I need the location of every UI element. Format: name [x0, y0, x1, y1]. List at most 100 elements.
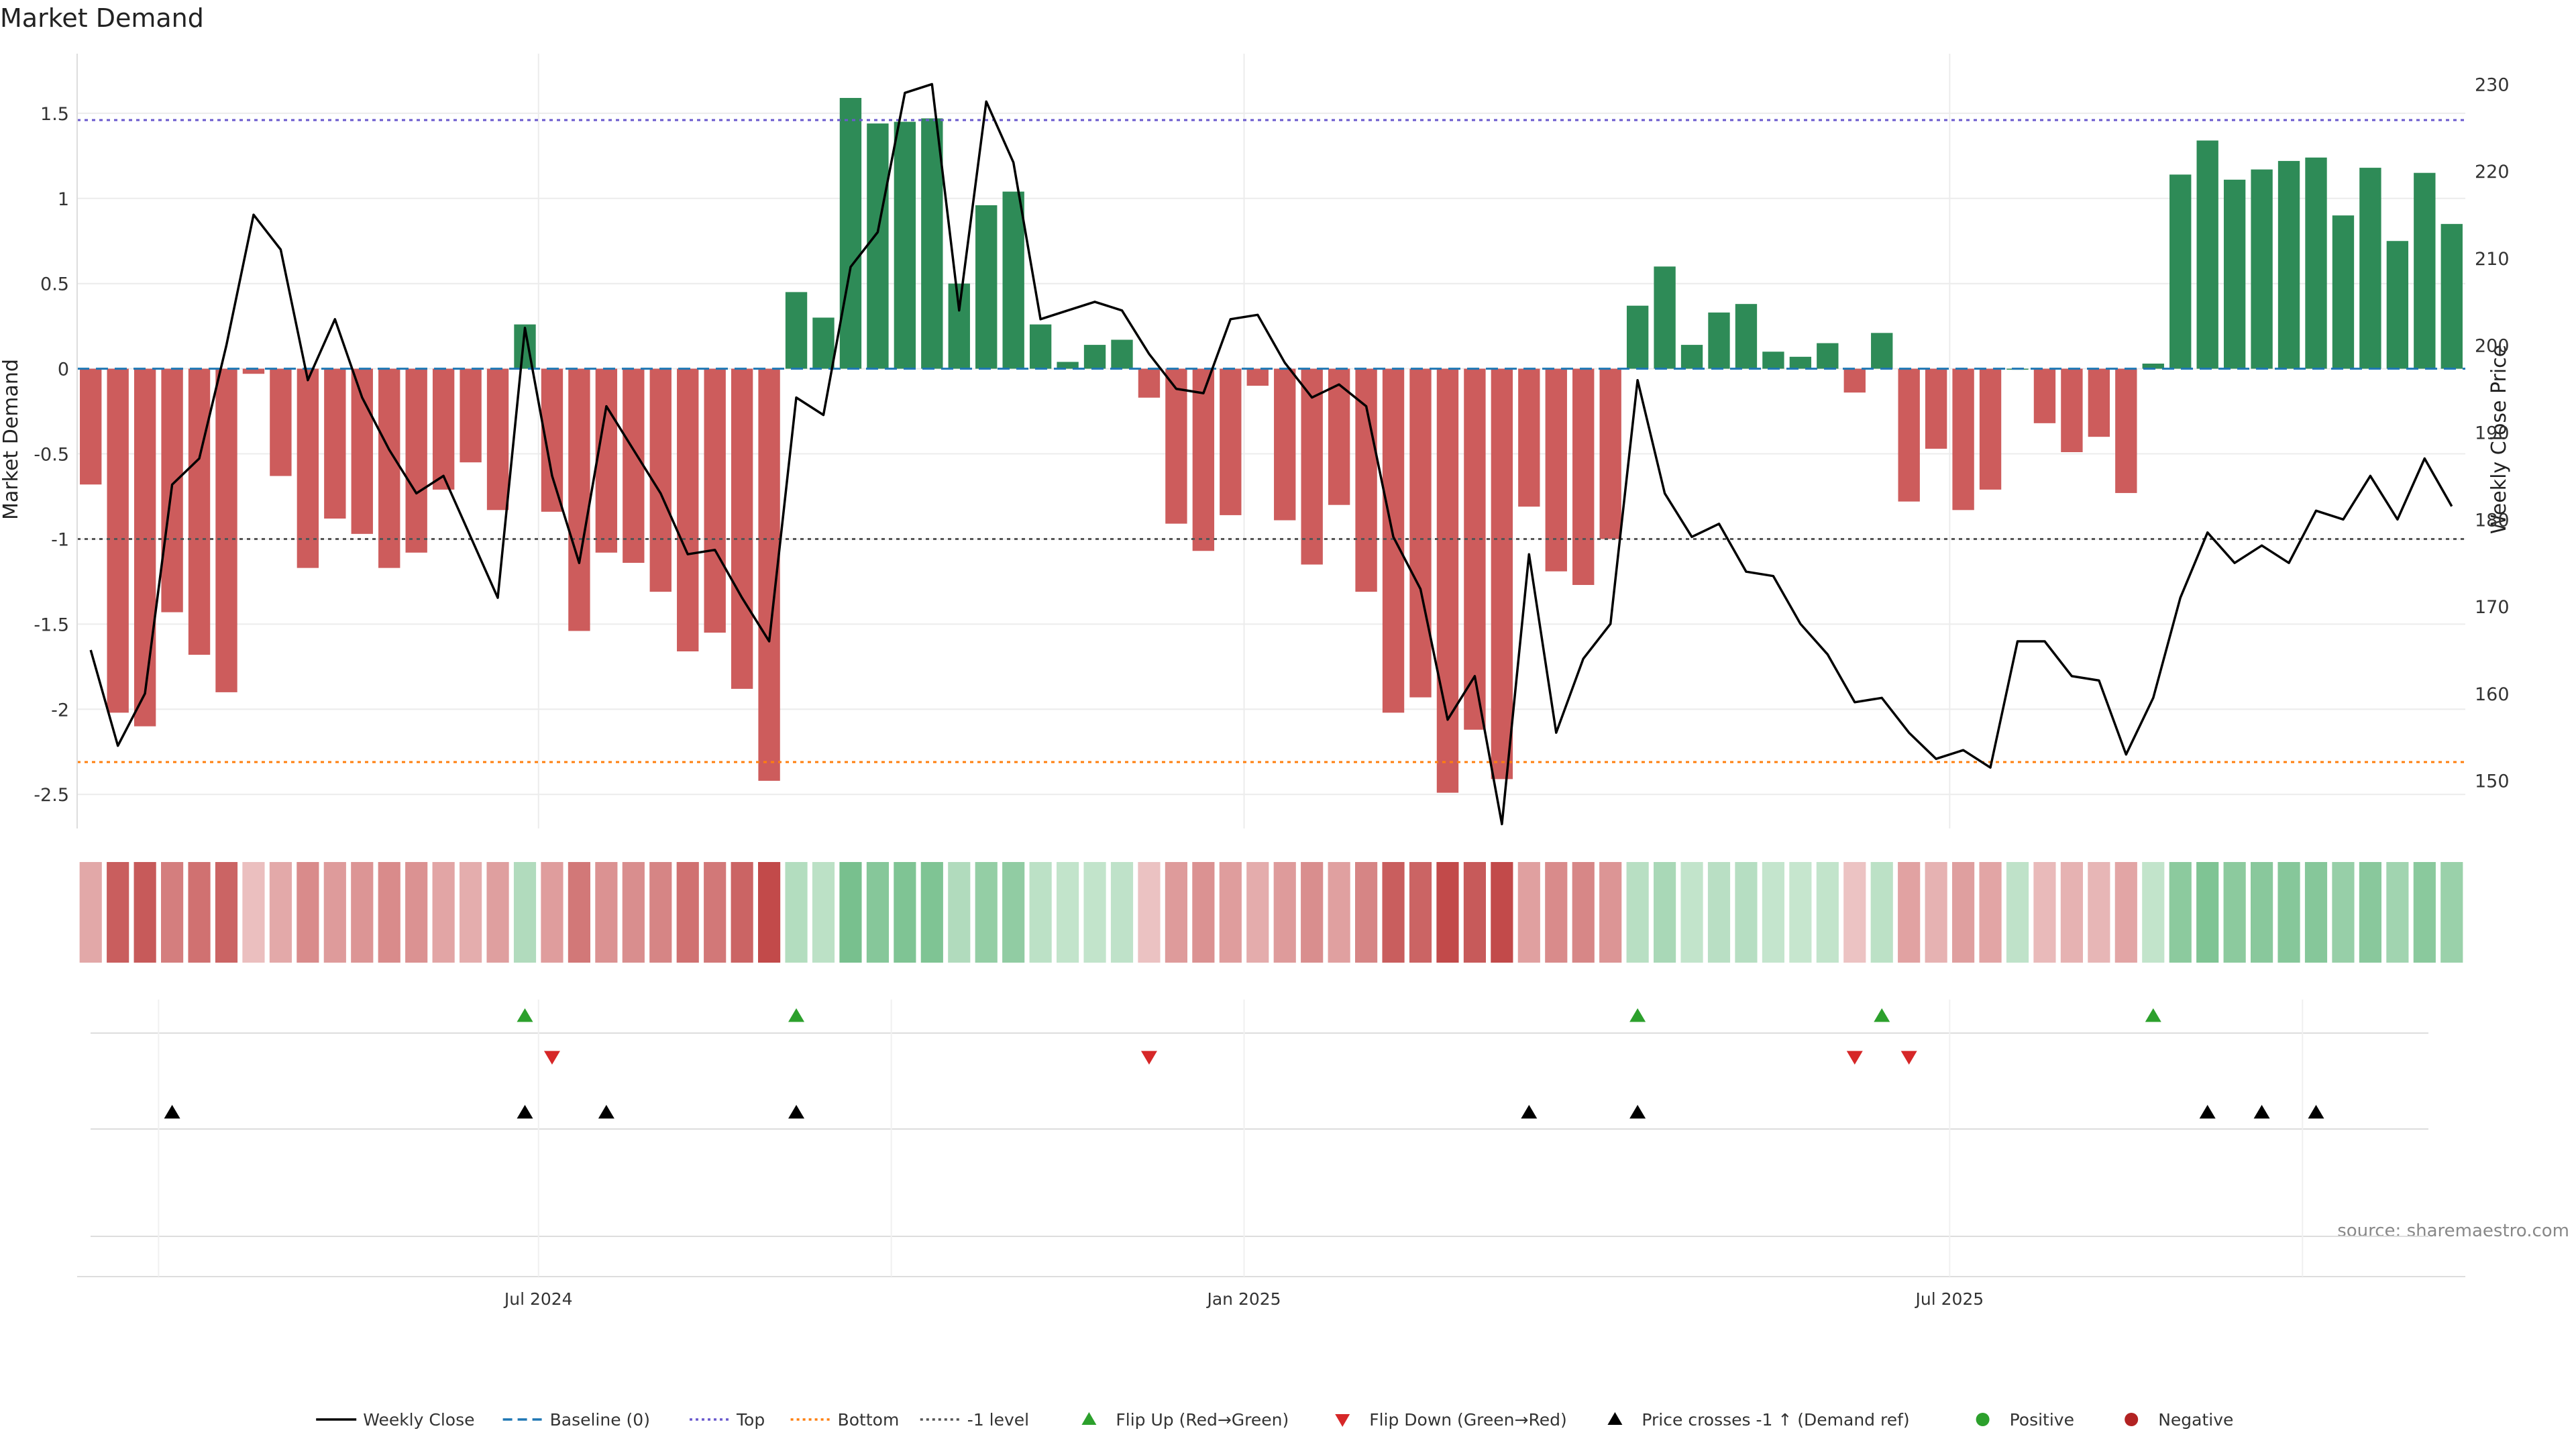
band-cell-14: [460, 862, 482, 963]
demand-bar-33: [975, 205, 998, 369]
legend-label-0: Weekly Close: [363, 1410, 474, 1430]
band-cell-47: [1355, 862, 1378, 963]
demand-bar-6: [242, 368, 265, 374]
flip-down-marker-2: [1846, 1051, 1863, 1065]
demand-bar-81: [2277, 160, 2300, 369]
y2-tick-label-2: 210: [2475, 249, 2510, 270]
demand-bar-48: [1382, 368, 1405, 713]
band-cell-41: [1192, 862, 1215, 963]
demand-bar-34: [1002, 191, 1024, 369]
band-cell-36: [1057, 862, 1079, 963]
y2-tick-label-5: 180: [2475, 510, 2510, 531]
band-cell-72: [2033, 862, 2056, 963]
band-cell-52: [1491, 862, 1513, 963]
band-cell-67: [1898, 862, 1921, 963]
band-cell-2: [133, 862, 156, 963]
band-cell-6: [242, 862, 265, 963]
band-cell-59: [1680, 862, 1703, 963]
demand-bar-85: [2386, 241, 2409, 369]
band-cell-21: [649, 862, 672, 963]
demand-bar-70: [1979, 368, 2002, 490]
band-cell-9: [323, 862, 346, 963]
band-cell-0: [79, 862, 102, 963]
band-cell-79: [2223, 862, 2246, 963]
band-cell-81: [2277, 862, 2300, 963]
weekly-close-line: [89, 83, 2453, 826]
band-cell-13: [432, 862, 455, 963]
demand-bar-1: [107, 368, 129, 713]
y-axis: 1.5 1 0.5 0 -0.5 -1 -1.5 -2 -2.5: [34, 54, 78, 828]
legend-swatch-5: [1081, 1412, 1097, 1425]
demand-bar-32: [948, 283, 970, 369]
demand-bar-77: [2169, 174, 2192, 369]
weekly-close-polyline: [89, 83, 2453, 826]
y-tick-label-3: 0: [58, 360, 69, 380]
band-cell-23: [704, 862, 727, 963]
band-cell-30: [894, 862, 916, 963]
band-cell-10: [351, 862, 374, 963]
band-cell-16: [513, 862, 537, 963]
band-cell-12: [405, 862, 428, 963]
demand-bar-76: [2142, 364, 2164, 369]
demand-bar-14: [460, 368, 482, 463]
demand-bar-24: [731, 368, 753, 689]
legend-label-4: -1 level: [967, 1410, 1029, 1430]
source-note: source: sharemaestro.com: [2337, 1221, 2569, 1241]
band-cell-45: [1301, 862, 1324, 963]
band-cell-34: [1002, 862, 1025, 963]
demand-bar-27: [812, 317, 835, 369]
demand-bar-18: [568, 368, 590, 631]
flip-up-marker-3: [1874, 1008, 1890, 1022]
band-cell-5: [215, 862, 238, 963]
price-cross-marker-0: [164, 1105, 180, 1119]
demand-bar-26: [785, 292, 808, 369]
demand-bar-78: [2196, 140, 2218, 369]
legend-swatch-9: [2125, 1413, 2139, 1426]
y2-axis: 230 220 210 200 190 180 170 160 150: [2475, 74, 2510, 792]
demand-bar-31: [921, 118, 943, 369]
gridlines: [77, 54, 2465, 828]
demand-bar-36: [1057, 362, 1079, 369]
band-cell-77: [2169, 862, 2192, 963]
band-cell-55: [1572, 862, 1595, 963]
demand-bar-44: [1274, 368, 1296, 521]
demand-bar-9: [324, 368, 346, 519]
band-cell-19: [595, 862, 618, 963]
band-cell-32: [948, 862, 971, 963]
band-cell-87: [2440, 862, 2463, 963]
flip-up-marker-2: [1629, 1008, 1646, 1022]
chart-title: Market Demand: [0, 3, 204, 33]
price-cross-marker-2: [598, 1105, 614, 1119]
demand-bar-23: [704, 368, 726, 633]
band-cell-4: [188, 862, 211, 963]
demand-bar-41: [1192, 368, 1215, 551]
legend-swatch-7: [1607, 1412, 1623, 1425]
x-axis: Jul 2024 Jan 2025 Jul 2025: [503, 1289, 1984, 1309]
band-cell-22: [676, 862, 699, 963]
demand-bar-42: [1220, 368, 1242, 515]
demand-bar-72: [2033, 368, 2056, 423]
price-cross-marker-1: [517, 1105, 533, 1119]
event-markers: [77, 1000, 2465, 1277]
flip-down-marker-3: [1900, 1051, 1917, 1065]
band-cell-74: [2088, 862, 2110, 963]
band-cell-33: [975, 862, 998, 963]
band-cell-61: [1735, 862, 1758, 963]
demand-bar-75: [2115, 368, 2137, 493]
band-cell-63: [1789, 862, 1812, 963]
price-cross-marker-5: [1629, 1105, 1646, 1119]
flip-up-marker-1: [788, 1008, 805, 1022]
demand-bar-29: [867, 123, 889, 369]
demand-bar-56: [1599, 368, 1621, 539]
band-cell-84: [2359, 862, 2381, 963]
flip-down-marker-1: [1140, 1051, 1157, 1065]
band-cell-50: [1436, 862, 1459, 963]
y2-tick-label-0: 230: [2475, 74, 2510, 95]
y2-tick-label-7: 160: [2475, 684, 2510, 705]
band-cell-65: [1843, 862, 1866, 963]
band-cell-53: [1517, 862, 1540, 963]
demand-bar-12: [405, 368, 427, 553]
band-cell-25: [758, 862, 781, 963]
band-cell-71: [2006, 862, 2029, 963]
demand-bar-4: [188, 368, 211, 655]
